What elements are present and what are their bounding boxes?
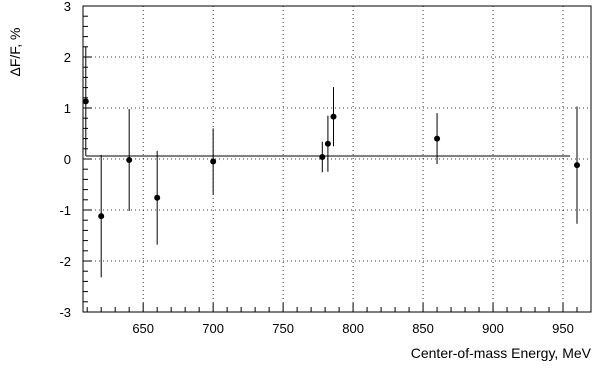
x-tick-label: 700: [202, 321, 224, 336]
data-point: [98, 213, 105, 220]
y-tick-label: 3: [64, 0, 71, 14]
data-point: [330, 113, 337, 120]
y-axis-title: ΔF/F, %: [7, 27, 23, 76]
data-points: [82, 46, 581, 278]
x-tick-label: 750: [272, 321, 294, 336]
y-tick-label: -3: [59, 305, 71, 320]
data-point: [434, 135, 441, 142]
y-tick-label: 2: [64, 50, 71, 65]
data-point: [126, 157, 133, 164]
grid: [83, 6, 591, 312]
y-tick-label: -2: [59, 254, 71, 269]
data-point: [324, 140, 331, 147]
tick-labels: 650 700 750 800 850 900 950 -3 -2 -1 0 1 2 3: [59, 0, 573, 336]
x-tick-label: 800: [342, 321, 364, 336]
y-tick-label: -1: [59, 203, 71, 218]
y-tick-label: 1: [64, 101, 71, 116]
x-tick-label: 950: [552, 321, 574, 336]
x-tick-label: 650: [132, 321, 154, 336]
x-tick-label: 850: [412, 321, 434, 336]
x-tick-label: 900: [482, 321, 504, 336]
data-point: [319, 153, 326, 160]
x-axis-title: Center-of-mass Energy, MeV: [411, 345, 592, 361]
data-point: [210, 158, 217, 165]
axis-ticks: [83, 5, 592, 313]
data-point: [154, 194, 161, 201]
y-tick-label: 0: [64, 152, 71, 167]
data-point: [82, 98, 89, 105]
data-point: [574, 162, 581, 169]
